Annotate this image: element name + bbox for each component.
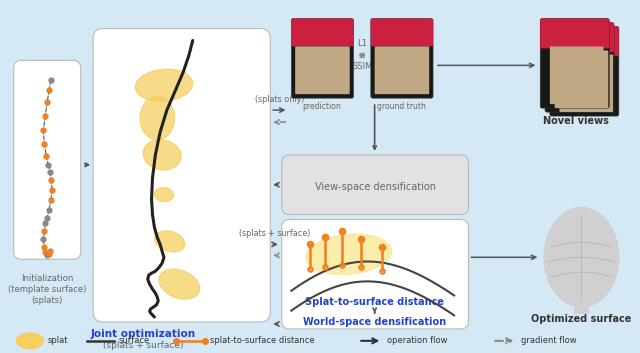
Text: World-space densification: World-space densification: [303, 317, 446, 327]
FancyBboxPatch shape: [295, 47, 349, 94]
Ellipse shape: [143, 140, 181, 170]
FancyBboxPatch shape: [545, 23, 614, 112]
Text: operation flow: operation flow: [387, 336, 447, 345]
Text: splat: splat: [47, 336, 68, 345]
Text: (splats + surface): (splats + surface): [102, 341, 183, 350]
Text: Optimized surface: Optimized surface: [531, 314, 632, 324]
FancyBboxPatch shape: [545, 23, 614, 52]
Ellipse shape: [135, 69, 193, 101]
Ellipse shape: [306, 234, 392, 275]
Text: surface: surface: [119, 336, 150, 345]
Text: (splats): (splats): [31, 296, 63, 305]
Text: (splats + surface): (splats + surface): [239, 229, 311, 238]
FancyBboxPatch shape: [550, 47, 604, 104]
FancyBboxPatch shape: [282, 220, 468, 329]
Ellipse shape: [140, 96, 175, 140]
Ellipse shape: [544, 208, 619, 307]
FancyBboxPatch shape: [291, 19, 353, 47]
Ellipse shape: [154, 188, 173, 202]
FancyBboxPatch shape: [93, 29, 270, 322]
FancyBboxPatch shape: [550, 26, 619, 56]
Text: Splat-to-surface distance: Splat-to-surface distance: [305, 297, 444, 307]
Text: ground truth: ground truth: [377, 102, 426, 111]
Ellipse shape: [155, 231, 185, 252]
Text: SSIM: SSIM: [352, 62, 372, 71]
Text: prediction: prediction: [303, 102, 341, 111]
Text: (splats only): (splats only): [255, 95, 305, 104]
Text: Initialization: Initialization: [21, 274, 74, 283]
FancyBboxPatch shape: [13, 60, 81, 259]
FancyBboxPatch shape: [371, 19, 433, 47]
Text: View-space densification: View-space densification: [315, 182, 436, 192]
Text: L1: L1: [357, 40, 367, 48]
Text: gradient flow: gradient flow: [521, 336, 577, 345]
FancyBboxPatch shape: [559, 54, 613, 112]
Text: Joint optimization: Joint optimization: [90, 329, 195, 339]
Ellipse shape: [159, 269, 200, 299]
Ellipse shape: [17, 333, 44, 349]
FancyBboxPatch shape: [291, 19, 353, 98]
FancyBboxPatch shape: [282, 155, 468, 215]
FancyBboxPatch shape: [550, 26, 619, 116]
FancyBboxPatch shape: [540, 19, 609, 108]
FancyBboxPatch shape: [555, 50, 608, 108]
Text: splat-to-surface distance: splat-to-surface distance: [210, 336, 315, 345]
FancyBboxPatch shape: [574, 294, 589, 314]
FancyBboxPatch shape: [374, 47, 429, 94]
Text: Novel views: Novel views: [543, 116, 609, 126]
FancyBboxPatch shape: [371, 19, 433, 98]
Text: (template surface): (template surface): [8, 285, 86, 294]
FancyBboxPatch shape: [540, 19, 609, 48]
